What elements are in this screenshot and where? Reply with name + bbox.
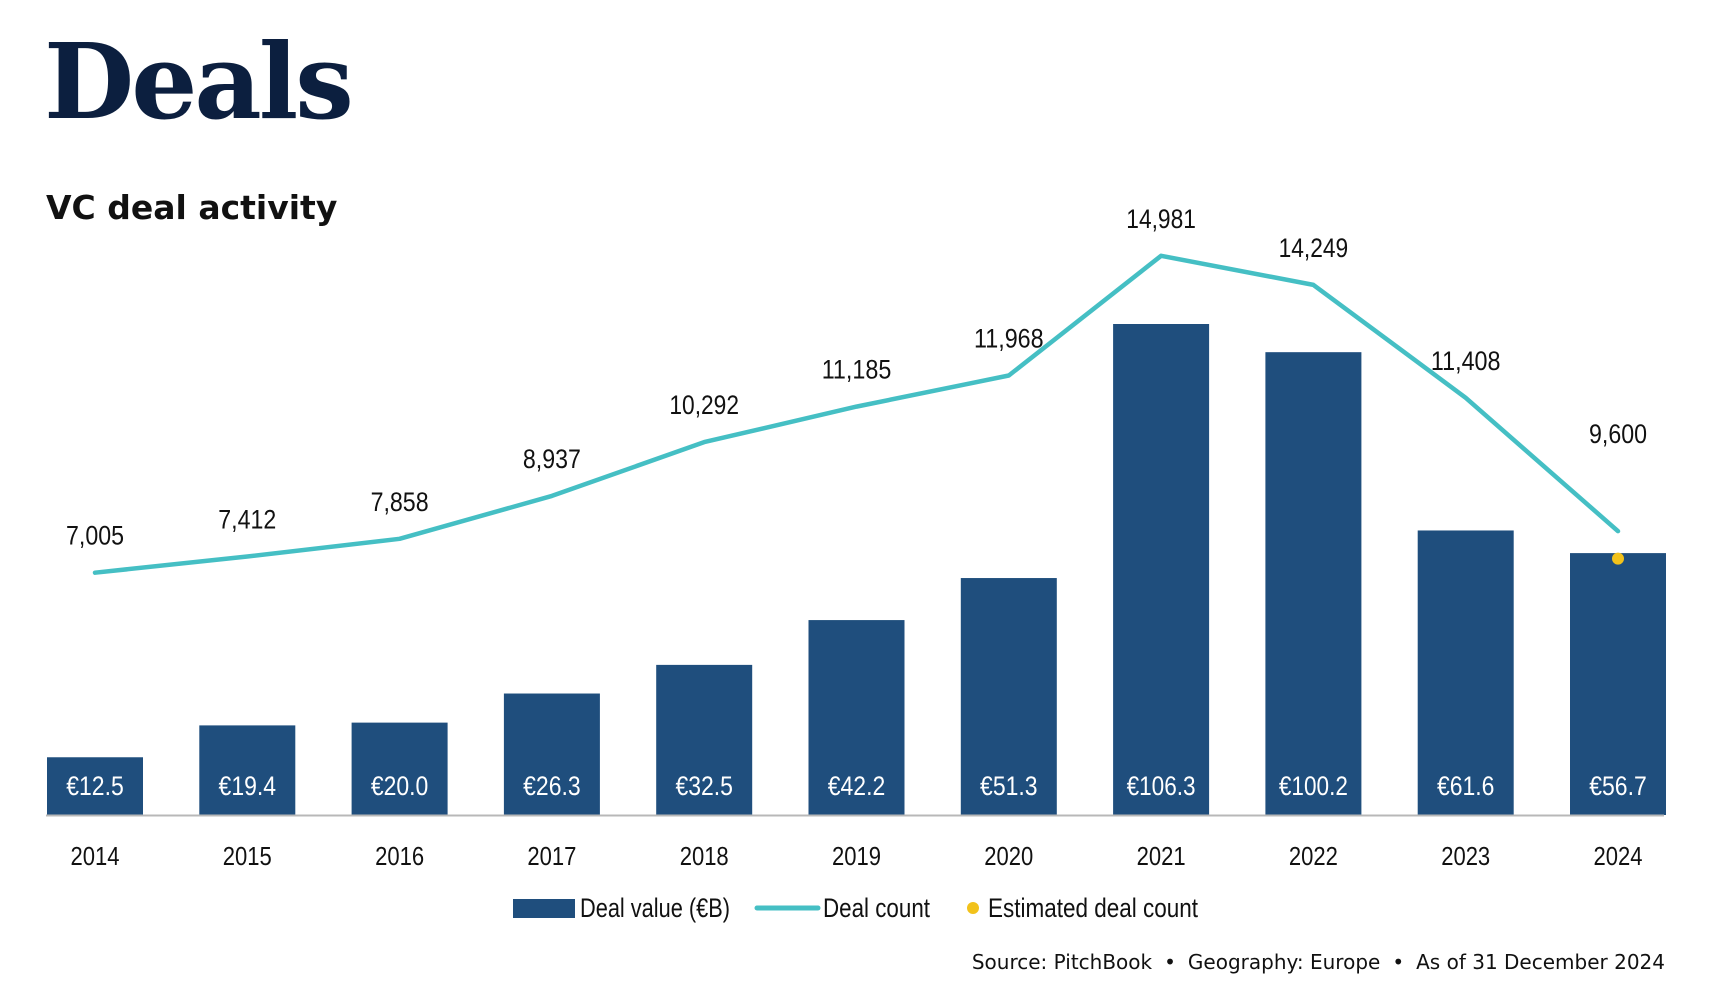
legend-dot-swatch: [967, 902, 979, 914]
bar-value-label: €42.2: [828, 771, 886, 801]
bar-2023: [1417, 530, 1514, 815]
legend-label: Deal value (€B): [580, 893, 730, 923]
estimated-deal-count-point: [1612, 552, 1624, 565]
bar-2018: [656, 664, 753, 815]
deal-count-label: 7,858: [371, 487, 429, 517]
bar-2016: [351, 722, 448, 815]
bar-2020: [960, 578, 1057, 815]
x-tick-label: 2024: [1594, 841, 1643, 871]
geography-text: Geography: Europe: [1187, 950, 1381, 974]
bar-2019: [808, 620, 905, 815]
bar-2022: [1265, 352, 1362, 815]
x-tick-label: 2016: [375, 841, 424, 871]
x-tick-label: 2018: [680, 841, 729, 871]
x-tick-label: 2020: [984, 841, 1033, 871]
chart-subtitle: VC deal activity: [46, 188, 338, 227]
source-text: Source: PitchBook: [971, 950, 1153, 974]
deal-count-label: 11,185: [822, 355, 892, 385]
deal-count-label: 14,249: [1279, 233, 1349, 263]
x-tick-label: 2023: [1441, 841, 1490, 871]
bar-value-label: €19.4: [219, 771, 277, 801]
x-tick-label: 2017: [527, 841, 576, 871]
deal-count-label: 11,408: [1431, 346, 1501, 376]
bar-value-label: €20.0: [371, 771, 429, 801]
deal-count-label: 10,292: [669, 390, 739, 420]
source-line: Source: PitchBook • Geography: Europe • As o…: [972, 950, 1665, 974]
deal-count-line: [92, 253, 1621, 575]
bar-value-label: €100.2: [1279, 771, 1348, 801]
bar-2014: [47, 757, 143, 815]
page-title: Deals: [44, 20, 354, 143]
estimated-deal-count-label: 9,600: [1589, 419, 1647, 449]
bar-value-label: €56.7: [1589, 771, 1647, 801]
x-tick-label: 2015: [223, 841, 272, 871]
legend-bar-swatch: [513, 899, 575, 918]
legend-label: Deal count: [823, 893, 930, 923]
bar-value-label: €51.3: [980, 771, 1038, 801]
x-tick-label: 2021: [1137, 841, 1186, 871]
bar-value-label: €26.3: [523, 771, 581, 801]
bar-2017: [503, 693, 600, 815]
as-of-text: As of 31 December 2024: [1416, 950, 1665, 974]
bar-2015: [199, 725, 296, 815]
deal-count-label: 8,937: [523, 444, 581, 474]
x-tick-label: 2014: [71, 841, 120, 871]
separator-dot: •: [1392, 950, 1405, 974]
bar-value-label: €12.5: [66, 771, 124, 801]
legend-label: Estimated deal count: [988, 893, 1198, 923]
separator-dot: •: [1164, 950, 1176, 974]
bar-value-label: €106.3: [1127, 771, 1196, 801]
deal-count-label: 7,005: [66, 521, 124, 551]
x-tick-label: 2022: [1289, 841, 1338, 871]
bar-2021: [1113, 324, 1210, 815]
deal-count-label: 11,968: [974, 324, 1044, 354]
deal-count-label: 7,412: [218, 505, 276, 535]
bar-2024: [1570, 553, 1666, 815]
bar-value-label: €32.5: [675, 771, 733, 801]
x-tick-label: 2019: [832, 841, 881, 871]
bar-value-label: €61.6: [1437, 771, 1495, 801]
deal-count-label: 14,981: [1126, 204, 1196, 234]
